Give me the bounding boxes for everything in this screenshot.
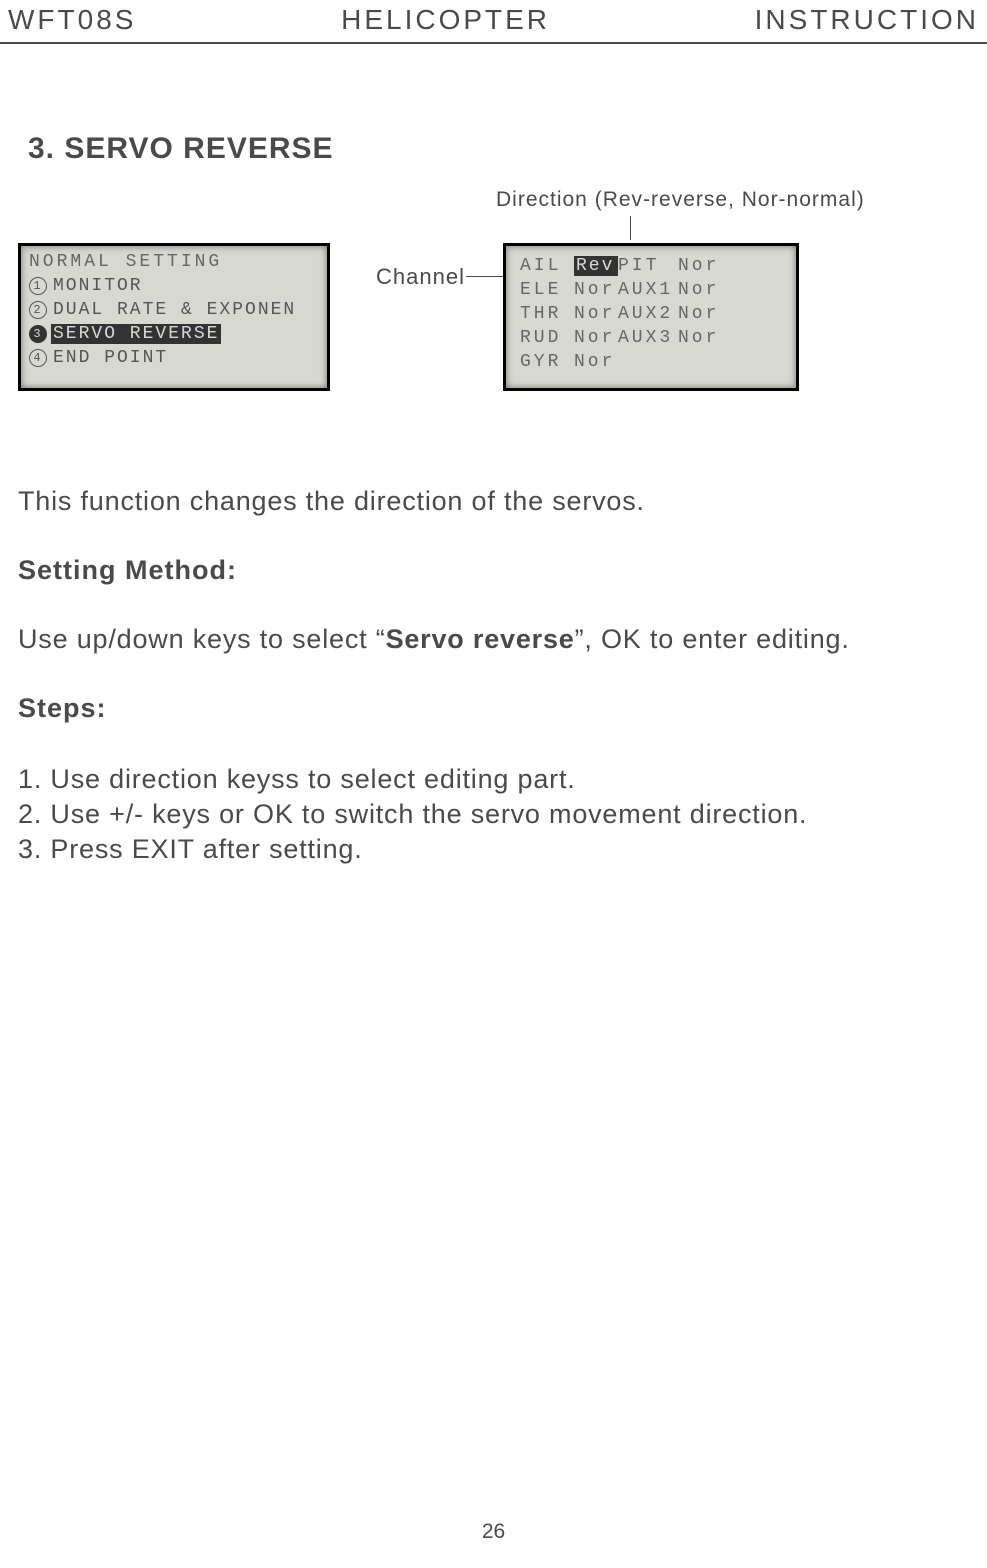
- intro-text: This function changes the direction of t…: [18, 486, 969, 517]
- servo-channel: ELE: [520, 280, 574, 300]
- setting-method-post: ”, OK to enter editing.: [575, 624, 850, 654]
- lcd-menu-label: END POINT: [51, 348, 170, 368]
- servo-channel: GYR: [520, 352, 574, 372]
- lcd-menu-title: NORMAL SETTING: [29, 252, 319, 272]
- page-number: 26: [482, 1520, 505, 1544]
- section-title: 3. SERVO REVERSE: [28, 132, 969, 166]
- servo-channel: [618, 352, 678, 372]
- steps-heading: Steps:: [18, 693, 969, 724]
- lcd-menu-item: 3 SERVO REVERSE: [29, 322, 319, 346]
- channel-callout-label: Channel: [376, 264, 465, 290]
- direction-callout-label: Direction (Rev-reverse, Nor-normal): [496, 188, 865, 212]
- lcd-menu-item: 4 END POINT: [29, 346, 319, 370]
- lcd-menu-label: SERVO REVERSE: [51, 324, 221, 344]
- servo-channel: AUX2: [618, 304, 678, 324]
- servo-channel: PIT: [618, 256, 678, 276]
- servo-value: Nor: [678, 304, 722, 324]
- servo-channel: AUX1: [618, 280, 678, 300]
- lcd-menu-item: 1 MONITOR: [29, 274, 319, 298]
- page-header: WFT08S HELICOPTER INSTRUCTION: [0, 0, 987, 44]
- servo-channel: THR: [520, 304, 574, 324]
- servo-value: Nor: [678, 280, 722, 300]
- lcd-menu-num: 3: [29, 325, 47, 343]
- diagram-area: Direction (Rev-reverse, Nor-normal) Chan…: [18, 188, 969, 408]
- header-left: WFT08S: [8, 4, 136, 36]
- servo-channel: AIL: [520, 256, 574, 276]
- step-item: 1. Use direction keyss to select editing…: [18, 762, 969, 797]
- step-item: 2. Use +/- keys or OK to switch the serv…: [18, 797, 969, 832]
- servo-value: Nor: [574, 352, 618, 372]
- lcd-menu-label: MONITOR: [51, 276, 145, 296]
- lcd-menu-num: 1: [29, 277, 47, 295]
- setting-method-body: Use up/down keys to select “Servo revers…: [18, 624, 969, 655]
- setting-method-pre: Use up/down keys to select “: [18, 624, 386, 654]
- page-content: 3. SERVO REVERSE Direction (Rev-reverse,…: [0, 132, 987, 867]
- servo-channel: AUX3: [618, 328, 678, 348]
- servo-channel: RUD: [520, 328, 574, 348]
- steps-list: 1. Use direction keyss to select editing…: [18, 762, 969, 867]
- servo-value: Rev: [574, 256, 618, 276]
- setting-method-heading: Setting Method:: [18, 555, 969, 586]
- lcd-menu-item: 2 DUAL RATE & EXPONEN: [29, 298, 319, 322]
- servo-value: [678, 352, 722, 372]
- lcd-menu-num: 4: [29, 349, 47, 367]
- servo-value: Nor: [574, 304, 618, 324]
- header-center: HELICOPTER: [341, 4, 550, 36]
- lcd-servo-grid: AIL Rev PIT Nor ELE Nor AUX1 Nor THR Nor…: [520, 256, 782, 372]
- header-right: INSTRUCTION: [755, 4, 979, 36]
- lcd-menu-label: DUAL RATE & EXPONEN: [51, 300, 298, 320]
- servo-value: Nor: [574, 328, 618, 348]
- servo-value: Nor: [678, 328, 722, 348]
- direction-callout-line: [630, 216, 631, 240]
- lcd-servo-screenshot: AIL Rev PIT Nor ELE Nor AUX1 Nor THR Nor…: [503, 243, 799, 391]
- setting-method-bold: Servo reverse: [386, 624, 575, 654]
- step-item: 3. Press EXIT after setting.: [18, 832, 969, 867]
- lcd-menu-num: 2: [29, 301, 47, 319]
- lcd-menu-screenshot: NORMAL SETTING 1 MONITOR 2 DUAL RATE & E…: [18, 243, 330, 391]
- servo-value: Nor: [678, 256, 722, 276]
- servo-value: Nor: [574, 280, 618, 300]
